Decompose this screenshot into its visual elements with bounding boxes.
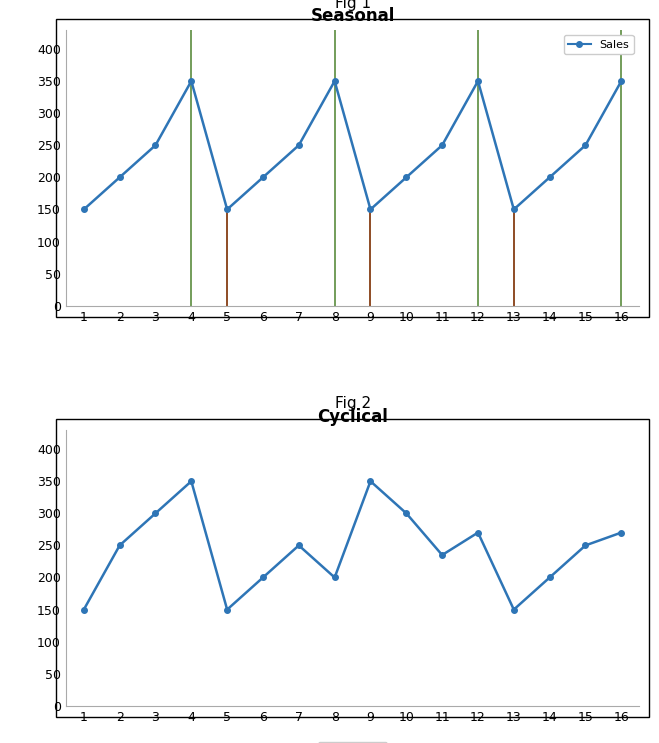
Legend: Sales: Sales	[318, 742, 387, 743]
Title: Cyclical: Cyclical	[317, 408, 388, 426]
Text: Fig 1: Fig 1	[335, 0, 370, 11]
Text: Fig 2: Fig 2	[335, 396, 370, 412]
Title: Seasonal: Seasonal	[310, 7, 395, 25]
Legend: Sales: Sales	[564, 35, 634, 54]
